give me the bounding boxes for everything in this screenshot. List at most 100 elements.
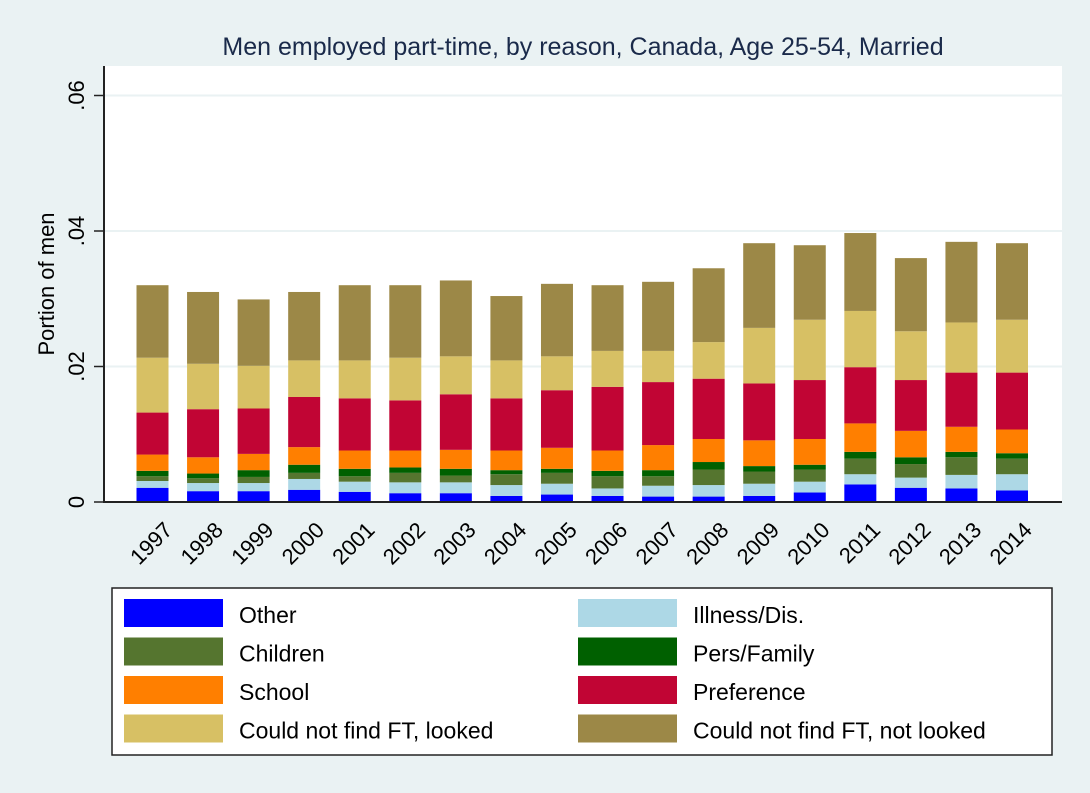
bar-segment-could-not-find-ft-not-looked-2006: [591, 285, 624, 351]
bar-segment-could-not-find-ft-looked-2009: [743, 327, 776, 384]
bar-segment-other-2009: [743, 495, 776, 502]
bar-segment-children-2012: [894, 464, 927, 478]
chart-title: Men employed part-time, by reason, Canad…: [222, 33, 943, 61]
bar-segment-preference-1998: [187, 409, 220, 458]
legend-item: Could not find FT, looked: [124, 714, 493, 744]
bar-segment-illness-dis--2011: [844, 474, 877, 485]
legend-swatch: [124, 599, 223, 627]
legend-swatch: [578, 637, 677, 666]
bar-segment-pers-family-2003: [439, 468, 472, 476]
bar-segment-school-2012: [894, 430, 927, 458]
bar-stack-2011: [844, 233, 877, 502]
bars: [136, 233, 1028, 502]
bar-segment-pers-family-2008: [692, 462, 725, 470]
bar-segment-other-1997: [136, 487, 169, 502]
bar-segment-could-not-find-ft-not-looked-2000: [288, 291, 321, 361]
bar-segment-school-2001: [338, 450, 371, 469]
bar-segment-pers-family-2002: [389, 467, 422, 473]
bar-segment-could-not-find-ft-not-looked-1998: [187, 291, 220, 364]
bar-segment-children-2014: [996, 458, 1028, 475]
x-tick-label: 2013: [934, 517, 986, 569]
bar-segment-could-not-find-ft-looked-2014: [996, 319, 1028, 373]
bar-segment-illness-dis--2009: [743, 483, 776, 496]
legend-swatch: [124, 637, 223, 666]
bar-segment-pers-family-2013: [945, 451, 978, 458]
x-ticks: 1997199819992000200120022003200420052006…: [125, 517, 1037, 569]
bar-stack-2013: [945, 241, 978, 502]
bar-segment-pers-family-2014: [996, 453, 1028, 459]
bar-segment-preference-2002: [389, 400, 422, 451]
bar-segment-other-2008: [692, 496, 725, 502]
bar-segment-could-not-find-ft-looked-2007: [642, 350, 675, 383]
bar-segment-other-1998: [187, 491, 220, 502]
bar-segment-school-2004: [490, 450, 523, 471]
bar-stack-2005: [540, 283, 573, 502]
bar-stack-2014: [996, 243, 1028, 502]
bar-segment-other-2007: [642, 496, 675, 502]
bar-segment-children-1997: [136, 476, 169, 481]
bar-stack-2012: [894, 258, 927, 502]
legend-item: School: [124, 676, 309, 705]
bar-stack-2008: [692, 268, 725, 502]
bar-segment-pers-family-2011: [844, 451, 877, 459]
bar-segment-could-not-find-ft-not-looked-2010: [793, 245, 826, 320]
bar-segment-preference-2009: [743, 383, 776, 441]
y-tick-label: 0: [64, 496, 89, 508]
bar-segment-other-1999: [237, 491, 270, 502]
bar-segment-illness-dis--2008: [692, 485, 725, 497]
bar-segment-children-2013: [945, 457, 978, 475]
bar-segment-could-not-find-ft-looked-2003: [439, 356, 472, 395]
legend-swatch: [578, 714, 677, 743]
bar-segment-pers-family-2012: [894, 457, 927, 465]
bar-segment-could-not-find-ft-not-looked-2009: [743, 243, 776, 328]
bar-segment-preference-2013: [945, 372, 978, 427]
bar-segment-illness-dis--2006: [591, 488, 624, 496]
legend-item: Children: [124, 637, 325, 667]
bar-segment-could-not-find-ft-not-looked-2012: [894, 258, 927, 332]
bar-segment-illness-dis--2002: [389, 482, 422, 494]
bar-segment-children-2011: [844, 458, 877, 475]
bar-segment-children-2003: [439, 475, 472, 483]
bar-segment-children-2004: [490, 474, 523, 486]
bar-segment-other-2014: [996, 490, 1028, 502]
bar-segment-pers-family-2009: [743, 466, 776, 472]
bar-segment-illness-dis--2010: [793, 481, 826, 493]
bar-segment-pers-family-1999: [237, 470, 270, 477]
x-tick-label: 1997: [125, 517, 177, 569]
bar-stack-2000: [288, 291, 321, 502]
bar-segment-children-2007: [642, 476, 675, 486]
bar-segment-children-2002: [389, 472, 422, 483]
bar-segment-could-not-find-ft-not-looked-2008: [692, 268, 725, 343]
bar-segment-illness-dis--2005: [540, 483, 573, 495]
legend-label: Illness/Dis.: [693, 602, 804, 628]
bar-segment-other-2002: [389, 493, 422, 502]
x-tick-label: 1998: [176, 517, 228, 569]
bar-segment-school-2006: [591, 450, 624, 471]
bar-segment-could-not-find-ft-not-looked-2013: [945, 241, 978, 323]
bar-stack-1998: [187, 291, 220, 502]
bar-segment-illness-dis--2014: [996, 474, 1028, 491]
bar-segment-other-2004: [490, 495, 523, 502]
x-tick-label: 2005: [530, 517, 582, 569]
bar-segment-school-2013: [945, 426, 978, 452]
x-tick-label: 2000: [277, 517, 329, 569]
bar-segment-pers-family-2005: [540, 468, 573, 473]
bar-segment-school-2000: [288, 447, 321, 465]
legend-label: Could not find FT, not looked: [693, 718, 986, 744]
x-tick-label: 2010: [782, 517, 834, 569]
bar-segment-school-2010: [793, 438, 826, 465]
bar-segment-could-not-find-ft-not-looked-1999: [237, 299, 270, 366]
bar-segment-could-not-find-ft-looked-2010: [793, 319, 826, 381]
bar-segment-other-2010: [793, 492, 826, 502]
bar-segment-preference-2005: [540, 390, 573, 448]
bar-segment-other-2003: [439, 493, 472, 502]
legend: Other Illness/Dis. Children Pers/Family Scho…: [124, 599, 986, 744]
bar-segment-pers-family-2007: [642, 470, 675, 477]
bar-segment-other-2013: [945, 488, 978, 502]
bar-segment-could-not-find-ft-looked-1997: [136, 357, 169, 413]
legend-item: Other: [124, 599, 297, 628]
bar-segment-school-1999: [237, 453, 270, 471]
x-tick-label: 2012: [883, 517, 935, 569]
bar-segment-other-2000: [288, 489, 321, 502]
bar-stack-2009: [743, 243, 776, 502]
